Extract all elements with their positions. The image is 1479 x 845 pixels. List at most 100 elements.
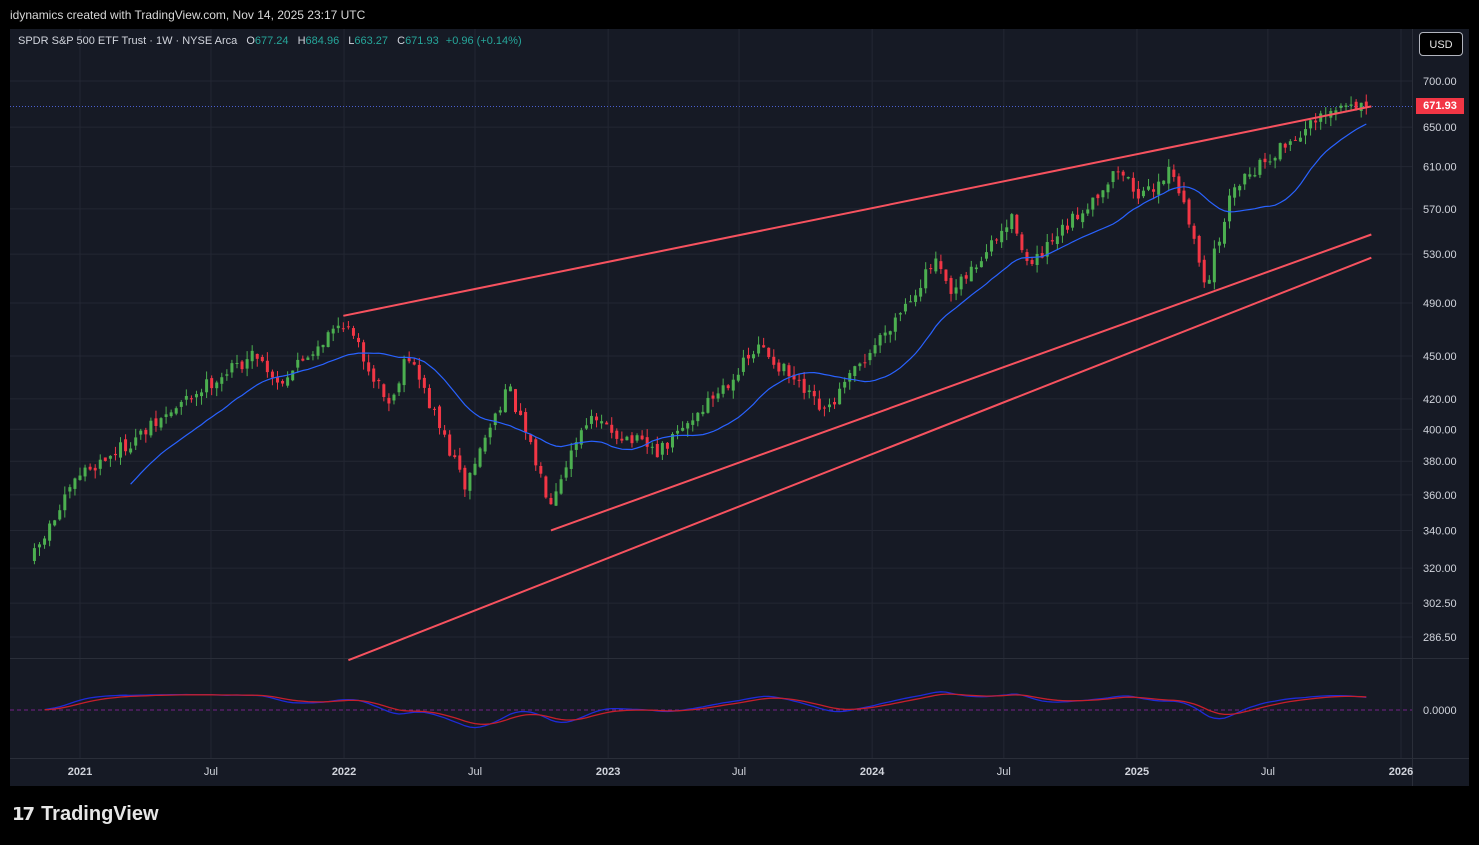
candle (326, 330, 330, 348)
candle (377, 378, 381, 389)
candle (438, 404, 442, 435)
candle (893, 313, 897, 341)
candle (43, 535, 47, 549)
candle (427, 384, 431, 409)
candle (169, 409, 173, 418)
candle (225, 369, 229, 381)
symbol-title: SPDR S&P 500 ETF Trust · 1W · NYSE Arca (18, 35, 238, 47)
candle (969, 260, 973, 282)
candle (174, 406, 178, 416)
candle (286, 371, 290, 388)
candle (1212, 240, 1216, 290)
candles (32, 94, 1368, 565)
candle (615, 428, 619, 445)
candle (1050, 233, 1054, 245)
candle (534, 436, 538, 471)
candle (833, 397, 837, 409)
candle (103, 457, 107, 462)
candle (1111, 170, 1115, 189)
trendline[interactable] (343, 105, 1372, 317)
candle (721, 378, 725, 398)
close-label: C (397, 35, 406, 47)
candle (579, 427, 583, 449)
candle (291, 370, 295, 382)
candle (529, 433, 533, 445)
candle (119, 437, 123, 465)
candle (519, 403, 523, 416)
candle (443, 425, 447, 438)
candle (296, 352, 300, 373)
time-tick-label: Jul (468, 766, 482, 778)
candle (645, 429, 649, 454)
candle (1162, 180, 1166, 186)
candle (1207, 275, 1211, 284)
candle (58, 504, 62, 521)
trendline[interactable] (348, 256, 1372, 662)
time-tick-label: Jul (1261, 766, 1275, 778)
candle (1268, 154, 1272, 166)
candle (1258, 158, 1262, 178)
candle (144, 427, 148, 443)
candle (757, 336, 761, 357)
candle (417, 357, 421, 389)
candle (422, 374, 426, 394)
candle (787, 362, 791, 384)
candle (736, 368, 740, 383)
candle (1172, 164, 1176, 182)
candle (610, 417, 614, 439)
candle (898, 312, 902, 322)
candle (1045, 233, 1049, 265)
candle (873, 338, 877, 357)
close-value: 671.93 (405, 35, 439, 47)
low-value: 663.27 (354, 35, 389, 47)
candle (331, 325, 335, 342)
candle (1283, 142, 1287, 153)
candle (1243, 173, 1247, 190)
candle (1253, 167, 1257, 178)
price-chart[interactable]: 700.00 650.00 610.00 570.00 530.00 490.00 450.… (0, 0, 1479, 786)
candle (954, 279, 958, 301)
candle (1278, 142, 1282, 162)
price-tick-label: 450.00 (1423, 351, 1457, 363)
tradingview-logo: 17 TradingView (12, 803, 159, 826)
candle (868, 349, 872, 366)
candle (245, 351, 249, 377)
candle (1293, 136, 1297, 141)
candle (275, 371, 279, 390)
candle (1222, 218, 1226, 248)
candle (838, 382, 842, 405)
candle (341, 322, 345, 333)
candle (412, 358, 416, 366)
candle (154, 410, 158, 432)
trendline[interactable] (550, 233, 1372, 532)
candle (919, 279, 923, 302)
candle (782, 362, 786, 376)
candle (909, 294, 913, 303)
trendlines[interactable] (343, 105, 1372, 662)
candle (1157, 173, 1161, 204)
time-scale-background (10, 759, 1412, 786)
moving-average-line (130, 123, 1367, 485)
candle (681, 421, 685, 432)
candle (478, 446, 482, 469)
candle (1096, 193, 1100, 206)
candle (1020, 232, 1024, 253)
candle (53, 519, 57, 527)
price-tick-label: 650.00 (1423, 122, 1457, 134)
candle (1187, 197, 1191, 228)
candle (387, 393, 391, 412)
candle (189, 395, 193, 403)
candle (78, 467, 82, 481)
candle (1086, 203, 1090, 216)
candle (1167, 159, 1171, 192)
candle (402, 355, 406, 393)
open-value: 677.24 (254, 35, 289, 47)
time-tick-label: 2021 (68, 766, 92, 778)
candle (98, 454, 102, 476)
candle (524, 408, 528, 440)
candle (301, 355, 305, 362)
candle (635, 433, 639, 443)
currency-button[interactable]: USD (1419, 32, 1463, 56)
candle (574, 437, 578, 458)
candle (995, 238, 999, 244)
